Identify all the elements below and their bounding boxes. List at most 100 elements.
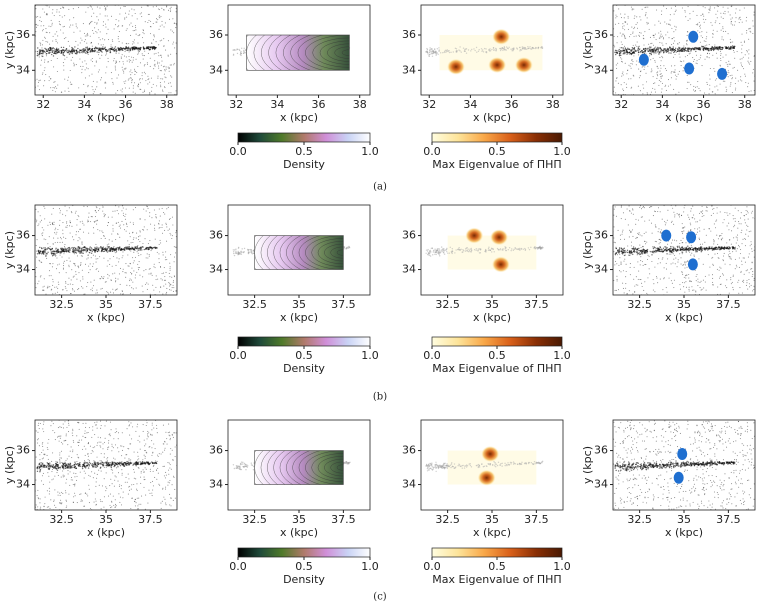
star [650, 43, 652, 45]
star [157, 8, 160, 10]
star [39, 79, 41, 81]
star [240, 52, 242, 55]
star [638, 51, 640, 54]
star [695, 233, 697, 235]
star [117, 36, 119, 38]
star [119, 49, 121, 52]
star [47, 41, 49, 43]
star [679, 60, 681, 62]
star [678, 46, 680, 49]
star [63, 7, 65, 9]
star [130, 69, 132, 71]
star [432, 51, 435, 53]
star [134, 277, 136, 279]
star [46, 52, 48, 55]
star [744, 73, 746, 75]
star [97, 47, 99, 49]
star [504, 49, 506, 51]
star [652, 76, 654, 78]
star [45, 239, 47, 241]
star [82, 287, 84, 289]
star [115, 51, 117, 53]
star [134, 249, 136, 251]
star [698, 258, 700, 260]
star [656, 46, 658, 48]
star [625, 287, 627, 289]
star [343, 248, 345, 250]
star [112, 40, 114, 42]
star [163, 9, 165, 11]
star [157, 19, 159, 21]
star [68, 225, 71, 227]
star [654, 224, 656, 226]
star [613, 35, 615, 38]
star [622, 47, 624, 49]
star [142, 30, 144, 32]
star [79, 42, 81, 44]
star [35, 221, 37, 223]
star [171, 276, 173, 278]
star [139, 46, 142, 49]
star [62, 6, 64, 8]
star [615, 17, 617, 19]
star [118, 25, 120, 27]
star [444, 50, 446, 52]
star [65, 215, 67, 217]
star [684, 291, 686, 293]
star [38, 280, 40, 282]
star [683, 45, 685, 47]
star [129, 262, 131, 264]
eigen-blob [446, 58, 465, 75]
star [133, 46, 135, 49]
star [65, 250, 68, 253]
star [662, 257, 664, 259]
star [629, 229, 631, 231]
star [164, 275, 166, 278]
star [75, 271, 77, 273]
star [135, 287, 137, 289]
star [734, 45, 736, 48]
star [681, 271, 683, 273]
star [146, 63, 149, 65]
star [654, 240, 656, 243]
star [733, 226, 735, 228]
star [154, 247, 157, 249]
star [134, 73, 136, 75]
star [143, 71, 145, 73]
star [153, 34, 155, 36]
star [44, 218, 46, 220]
star [93, 12, 95, 14]
star [132, 85, 134, 87]
star [613, 44, 615, 46]
star [43, 278, 45, 280]
star [36, 250, 38, 252]
star [121, 210, 123, 212]
star [123, 224, 125, 226]
star [710, 22, 712, 24]
star [151, 247, 153, 249]
star [82, 276, 84, 278]
star [44, 207, 46, 209]
x-tick-label: 34 [655, 98, 669, 111]
star [660, 67, 662, 69]
star [671, 282, 673, 284]
star [537, 46, 540, 49]
star [673, 223, 675, 225]
star [139, 88, 141, 90]
star [636, 60, 638, 62]
star [137, 267, 139, 269]
star [131, 61, 133, 63]
star [100, 237, 102, 240]
star [78, 267, 80, 269]
star [51, 24, 53, 26]
star [126, 16, 128, 18]
star [44, 251, 46, 253]
star [71, 52, 74, 55]
star [662, 49, 664, 52]
star [437, 53, 439, 56]
star [682, 233, 684, 235]
star [699, 281, 701, 284]
star [147, 52, 149, 54]
star [731, 24, 734, 26]
